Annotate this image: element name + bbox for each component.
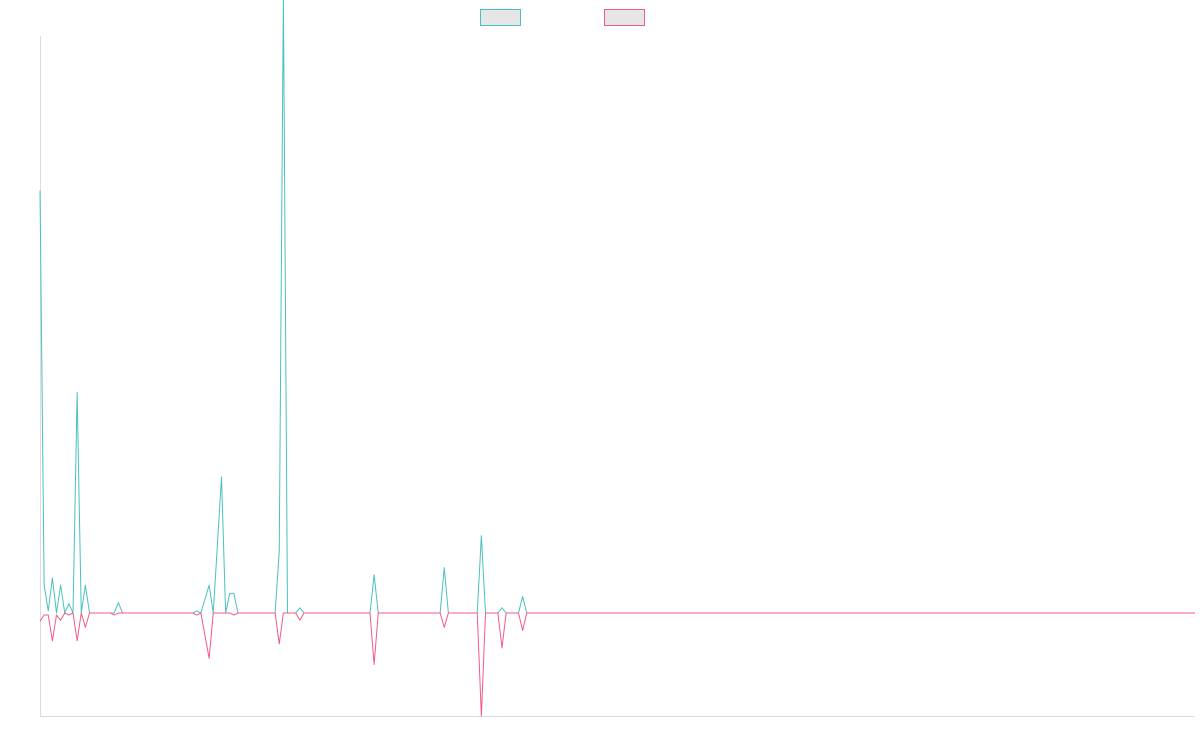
legend: [480, 9, 645, 26]
series-line-2: [39, 612, 1195, 717]
series-line-1: [39, 0, 1195, 614]
legend-swatch-1: [480, 9, 521, 26]
plot-area: [39, 0, 1195, 717]
legend-swatch-2: [604, 9, 645, 26]
axes: [40, 36, 1195, 717]
